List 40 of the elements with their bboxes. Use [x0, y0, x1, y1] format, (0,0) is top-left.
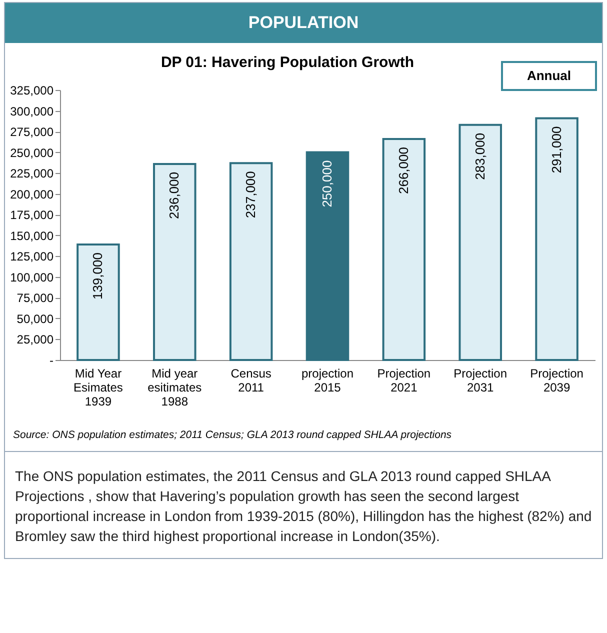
y-tick-label: 200,000: [10, 187, 54, 202]
bar: [76, 244, 120, 361]
y-tick-label: 175,000: [10, 208, 54, 222]
data-label: 236,000: [166, 172, 182, 219]
x-tick-label: projection 2015: [301, 366, 354, 394]
data-label: 266,000: [396, 147, 411, 194]
bar: [535, 117, 578, 361]
y-tick-label: 275,000: [10, 125, 54, 140]
bar: [306, 151, 350, 361]
bar: [382, 138, 426, 361]
bar: [458, 124, 502, 361]
y-tick-label: 150,000: [10, 228, 54, 243]
chart-title: POPULATION: [5, 3, 602, 43]
y-tick-label: 75,000: [16, 291, 54, 306]
y-tick-label: 25,000: [16, 332, 54, 347]
x-tick-label: Mid Year Esimates 1939: [74, 366, 123, 408]
y-tick-label: 50,000: [16, 312, 54, 326]
x-tick-label: Projection 2021: [377, 366, 431, 394]
x-tick-label: Mid year esitimates 1988: [148, 366, 202, 408]
annual-button: Annual: [501, 61, 597, 91]
y-tick-label: 300,000: [10, 104, 54, 118]
y-tick-label: 125,000: [10, 250, 54, 264]
y-tick-label: -: [50, 354, 54, 368]
bar: [229, 162, 273, 361]
y-tick-label: 325,000: [10, 84, 54, 98]
data-label: 250,000: [320, 160, 334, 208]
text: The ONS population estimates, the 2011 Census and GLA 2013 round capped SHLAA Projections , show that Havering’s population growth has seen the second largest proportional increase in London from 1939-2015 (80%), Hillingdon has the highest (82%) and Bromley saw the third highest proportional increase in London(35%).: [14, 467, 593, 546]
data-label: 237,000: [243, 171, 258, 218]
y-tick-label: 225,000: [10, 166, 54, 181]
source-note: Source: ONS population estimates; 2011 Census; GLA 2013 round capped SHLAA projections: [5, 427, 602, 452]
x-tick-label: Census 2011: [230, 366, 272, 394]
x-tick-label: Projection 2039: [530, 366, 584, 394]
chart-subtitle: DP 01: Havering Population Growth: [160, 54, 414, 71]
data-label: 283,000: [472, 132, 488, 180]
x-tick-label: Projection 2031: [454, 366, 508, 394]
data-label: 291,000: [548, 126, 564, 174]
y-tick-label: 250,000: [10, 146, 54, 160]
bar: [153, 162, 196, 361]
y-tick-label: 100,000: [10, 270, 54, 284]
data-label: 139,000: [90, 252, 106, 300]
